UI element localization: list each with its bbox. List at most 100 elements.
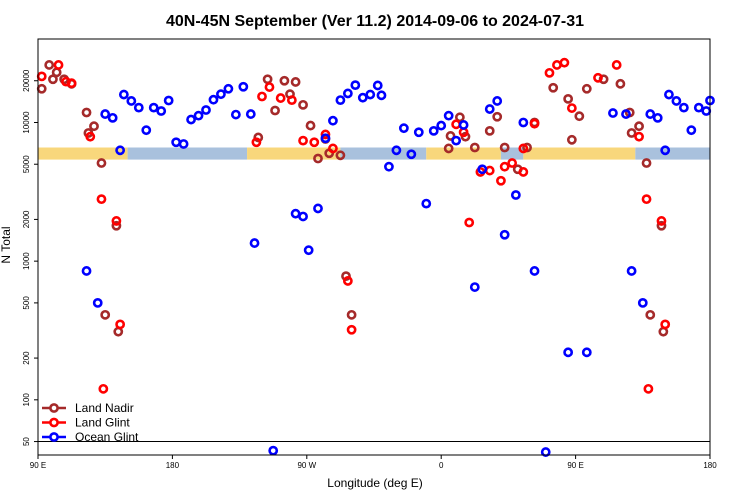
ocean-glint-point [693,102,704,113]
ocean-glint-point [133,102,144,113]
land-glint-point [529,118,540,129]
land-nadir-point [484,125,495,136]
y-tick-label: 200 [22,351,31,365]
land-mask-band [38,147,710,160]
ocean-glint-point [335,95,346,106]
land-nadir-point [469,142,480,153]
land-glint-point [328,143,338,154]
ocean-glint-point [365,89,376,100]
land-glint-point [257,91,267,102]
land-nadir-point [346,309,357,320]
land-glint-point [634,131,644,142]
ocean-glint-point [686,125,697,136]
land-glint-point [593,72,603,83]
land-nadir-point [492,111,503,122]
plot-frame [37,38,711,456]
band-segment-land [426,147,501,160]
ocean-glint-point [118,89,129,100]
ocean-glint-point [413,127,424,138]
land-nadir-point [548,82,559,93]
ocean-glint-point [163,95,174,106]
y-tick-label: 100 [22,393,31,407]
ocean-glint-point [637,297,648,308]
x-tick-label: 90 W [297,461,316,470]
land-glint-point [464,217,475,228]
land-glint-point [275,93,286,103]
ocean-glint-point [156,106,167,116]
x-tick-label: 180 [703,461,717,470]
land-glint-point [53,60,64,70]
ocean-glint-point [107,112,118,123]
land-glint-point [544,67,555,78]
legend-label-land-glint: Land Glint [75,416,130,430]
y-tick-label: 5000 [22,155,31,173]
band-segment-ocean [340,147,427,160]
ocean-glint-point [178,139,189,149]
land-glint-point [643,383,654,394]
ocean-glint-point [350,80,361,91]
ocean-glint-point [342,88,353,99]
land-glint-point [96,194,107,205]
ocean-glint-point [518,117,529,128]
y-tick-label: 10000 [22,111,31,134]
land-nadir-point [44,60,55,70]
land-nadir-point [563,93,574,104]
land-nadir-point [615,78,626,89]
ocean-glint-point [391,145,402,156]
ocean-glint-point [477,164,488,175]
land-glint-point [309,137,320,148]
ocean-glint-point [608,108,618,118]
ocean-glint-point [421,198,432,209]
land-nadir-point [81,107,92,118]
land-nadir-point [335,150,346,161]
ocean-glint-point [540,447,551,457]
ocean-glint-point [148,102,159,113]
legend-marker-ocean-glint [49,432,59,442]
ocean-glint-point [313,203,323,214]
ocean-glint-point [451,135,462,146]
ocean-glint-point [223,83,234,94]
y-tick-label: 500 [22,296,31,310]
ocean-glint-point [320,133,331,144]
land-glint-point [641,194,652,205]
land-glint-point [98,383,109,394]
data-points [36,57,715,457]
land-glint-point [611,60,622,70]
y-tick-label: 2000 [22,210,31,228]
land-glint-point [320,129,331,140]
ocean-glint-point [645,109,656,119]
ocean-glint-point [563,347,574,358]
ocean-glint-point [268,445,279,456]
land-nadir-point [566,134,577,145]
land-glint-point [111,216,122,226]
band-segment-ocean [635,147,710,160]
land-nadir-point [645,309,656,320]
land-nadir-point [305,120,316,131]
ocean-glint-point [357,92,368,103]
ocean-glint-point [81,266,92,276]
ocean-glint-point [671,96,682,106]
ocean-glint-point [230,109,241,120]
ocean-glint-point [201,105,211,115]
land-nadir-point [100,309,111,320]
land-glint-point [85,131,96,142]
land-glint-point [518,143,529,154]
ocean-glint-point [193,110,204,121]
ocean-glint-point [469,282,480,292]
ocean-glint-point [510,190,521,200]
land-nadir-point [634,121,644,132]
land-nadir-point [253,132,264,143]
ocean-glint-point [372,80,383,91]
ocean-glint-point [303,245,314,256]
ocean-glint-point [115,145,126,156]
ocean-glint-point [100,109,111,119]
land-nadir-point [298,99,308,110]
land-nadir-point [656,220,667,231]
band-segment-land [247,147,341,160]
ocean-glint-point [186,114,196,125]
land-nadir-point [581,83,592,94]
land-glint-point [298,135,308,146]
land-glint-point [286,95,297,106]
